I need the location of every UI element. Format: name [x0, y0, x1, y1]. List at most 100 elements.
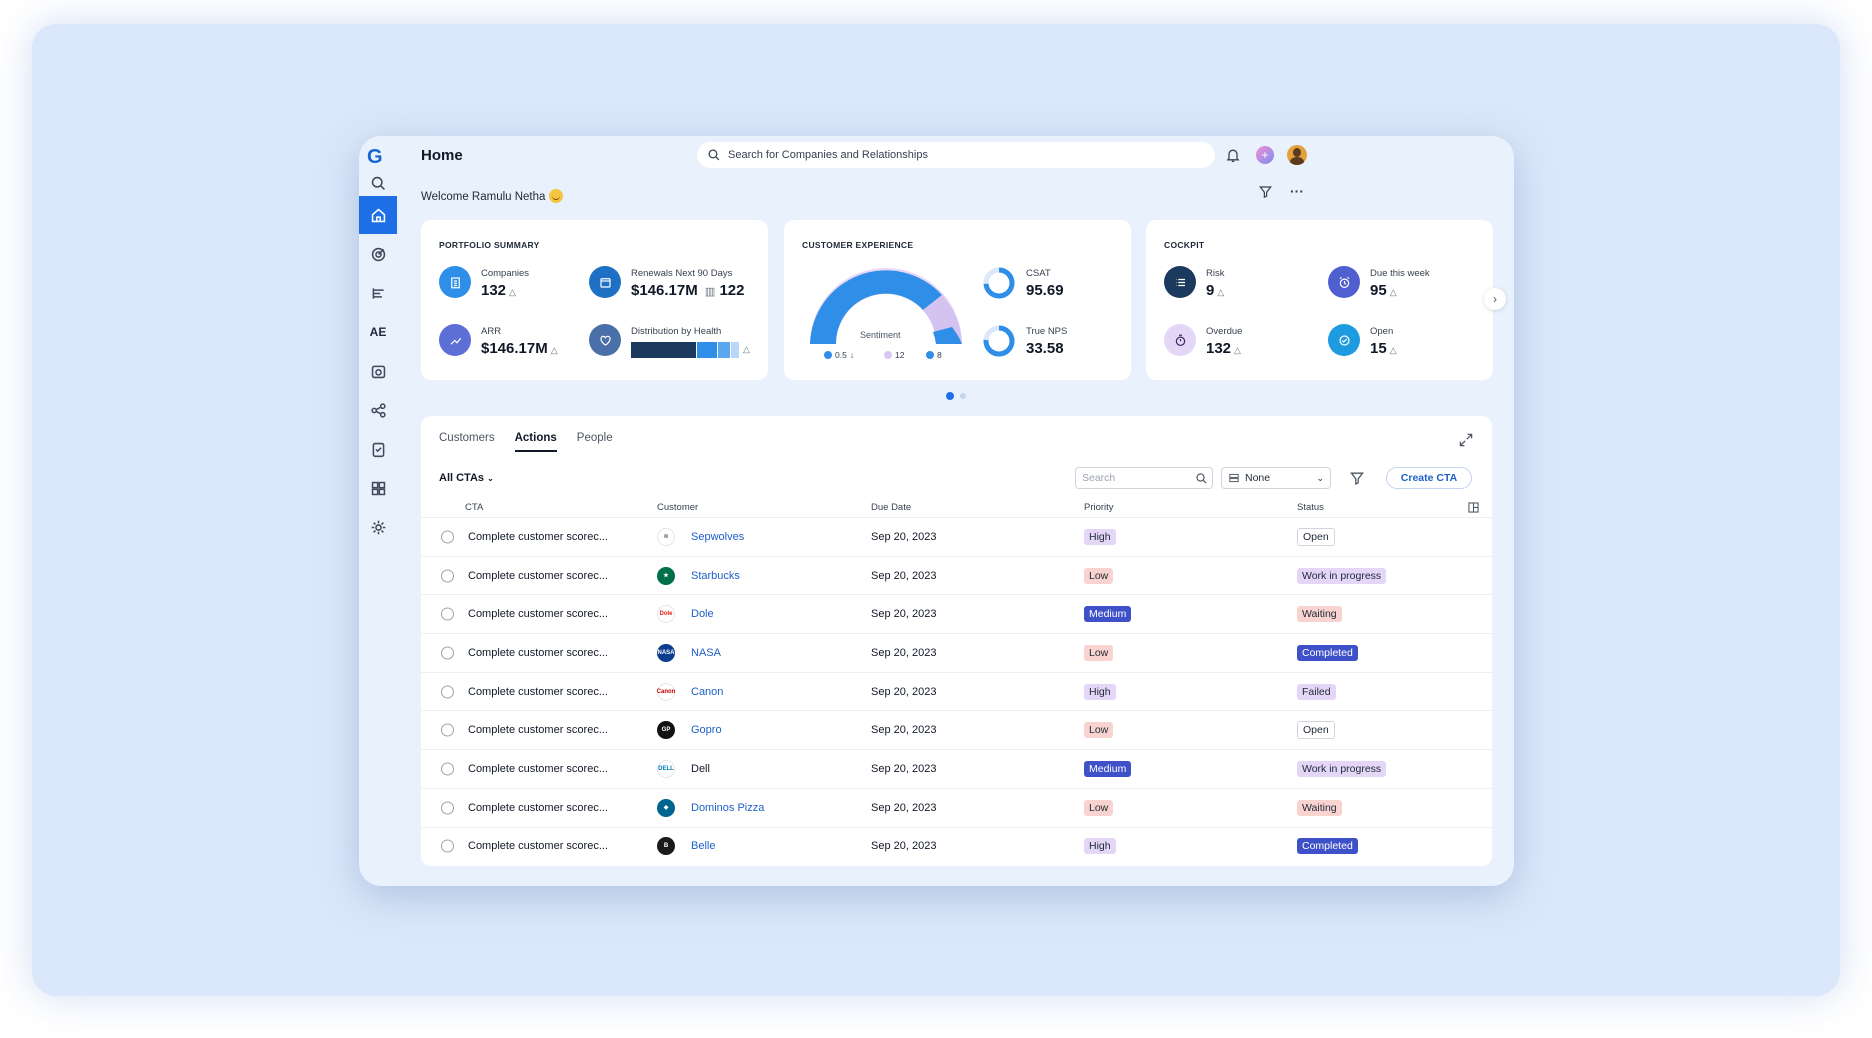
legend-item: 8	[926, 350, 942, 360]
clipboard-check-icon[interactable]	[359, 430, 397, 468]
legend-item: 12	[884, 350, 904, 360]
carousel-dot-active[interactable]	[946, 392, 954, 400]
settings-icon[interactable]	[359, 508, 397, 546]
metric-label: Distribution by Health	[631, 326, 722, 337]
table-row[interactable]: Complete customer scorec... ≋ Sepwolves Sep…	[421, 517, 1492, 556]
dashboard-icon[interactable]	[359, 469, 397, 507]
timeline-icon[interactable]	[359, 274, 397, 312]
table-search-input[interactable]: Search	[1075, 467, 1213, 489]
table-row[interactable]: Complete customer scorec... ◆ Dominos Pizz…	[421, 787, 1492, 827]
metric-label: Risk	[1206, 268, 1225, 279]
table-search-placeholder: Search	[1082, 472, 1116, 484]
cta-name[interactable]: Complete customer scorec...	[468, 762, 608, 775]
status-badge: Open	[1297, 527, 1335, 546]
risk-metric[interactable]: Risk 9 △	[1164, 266, 1224, 299]
warning-icon: △	[1389, 287, 1397, 297]
customer-link[interactable]: Gopro	[691, 724, 722, 737]
avatar[interactable]	[1287, 145, 1307, 165]
column-header-cta[interactable]: CTA	[465, 502, 484, 513]
columns-config-icon[interactable]	[1467, 501, 1480, 514]
cta-name[interactable]: Complete customer scorec...	[468, 685, 608, 698]
chevron-right-icon[interactable]: ›	[1484, 288, 1506, 310]
row-select-radio[interactable]	[441, 607, 454, 621]
cta-filter-dropdown[interactable]: All CTAs ⌄	[439, 472, 494, 484]
cta-name[interactable]: Complete customer scorec...	[468, 724, 608, 737]
customer-link[interactable]: Belle	[691, 840, 716, 853]
column-header-priority[interactable]: Priority	[1084, 502, 1114, 513]
nps-metric[interactable]: True NPS 33.58	[982, 324, 1067, 358]
row-select-radio[interactable]	[441, 530, 454, 544]
list-icon	[1164, 266, 1196, 298]
expand-icon[interactable]	[1458, 432, 1474, 448]
customer-link[interactable]: Dominos Pizza	[691, 801, 765, 814]
cta-name[interactable]: Complete customer scorec...	[468, 530, 608, 543]
card-title: PORTFOLIO SUMMARY	[439, 240, 540, 250]
carousel-dot[interactable]	[960, 393, 966, 399]
companies-metric[interactable]: Companies 132 △	[439, 266, 529, 299]
health-segment	[730, 342, 739, 358]
filter-icon[interactable]	[1349, 470, 1365, 486]
customer-link[interactable]: Canon	[691, 685, 724, 698]
table-row[interactable]: Complete customer scorec... Dole Dole Sep 2…	[421, 594, 1492, 633]
table-row[interactable]: Complete customer scorec... DELL Dell Sep 2…	[421, 749, 1492, 788]
group-select-value: None	[1245, 472, 1271, 484]
ae-label[interactable]: AE	[369, 325, 387, 339]
row-select-radio[interactable]	[441, 762, 454, 776]
search-icon[interactable]	[359, 164, 397, 202]
cta-name[interactable]: Complete customer scorec...	[468, 646, 608, 659]
csat-metric[interactable]: CSAT 95.69	[982, 266, 1064, 300]
row-select-radio[interactable]	[441, 839, 454, 853]
table-row[interactable]: Complete customer scorec... ★ Starbucks Sep…	[421, 555, 1492, 595]
column-header-due-date[interactable]: Due Date	[871, 502, 912, 513]
table-row[interactable]: Complete customer scorec... GP Gopro Sep 20…	[421, 710, 1492, 749]
more-options-icon[interactable]: ···	[1290, 183, 1304, 199]
customer-link[interactable]: Sepwolves	[691, 530, 745, 543]
cta-name[interactable]: Complete customer scorec...	[468, 801, 608, 814]
priority-badge: High	[1084, 683, 1116, 700]
row-select-radio[interactable]	[441, 723, 454, 737]
table-row[interactable]: Complete customer scorec... B Belle Sep 20,…	[421, 826, 1492, 866]
customer-link[interactable]: Starbucks	[691, 569, 740, 582]
health-distribution-metric[interactable]: Distribution by Health △	[589, 324, 750, 358]
status-badge: Waiting	[1297, 799, 1342, 816]
priority-badge: Low	[1084, 722, 1114, 739]
bell-icon[interactable]	[1223, 145, 1243, 165]
global-search-input[interactable]: Search for Companies and Relationships	[697, 142, 1215, 168]
row-select-radio[interactable]	[441, 646, 454, 660]
row-select-radio[interactable]	[441, 801, 454, 815]
relationships-icon[interactable]	[359, 391, 397, 429]
target-icon[interactable]	[359, 235, 397, 273]
arr-metric[interactable]: ARR $146.17M △	[439, 324, 558, 357]
calendar-icon[interactable]	[359, 352, 397, 390]
filter-icon[interactable]	[1255, 181, 1275, 201]
metric-label: Overdue	[1206, 326, 1243, 337]
metric-label: Due this week	[1370, 268, 1430, 279]
create-cta-button[interactable]: Create CTA	[1386, 467, 1472, 489]
ai-assistant-icon[interactable]: +	[1255, 145, 1275, 165]
customer-link[interactable]: Dole	[691, 608, 714, 621]
metric-value: 95.69	[1026, 282, 1064, 299]
tab-actions[interactable]: Actions	[514, 432, 557, 452]
cta-name[interactable]: Complete customer scorec...	[468, 840, 608, 853]
tab-customers[interactable]: Customers	[439, 432, 495, 444]
table-row[interactable]: Complete customer scorec... NASA NASA Sep 2…	[421, 633, 1492, 672]
status-badge: Work in progress	[1297, 567, 1387, 584]
table-row[interactable]: Complete customer scorec... Canon Canon Sep…	[421, 671, 1492, 711]
due-this-week-metric[interactable]: Due this week 95 △	[1328, 266, 1430, 299]
row-select-radio[interactable]	[441, 569, 454, 583]
chevron-down-icon: ⌄	[1316, 472, 1324, 483]
cta-name[interactable]: Complete customer scorec...	[468, 569, 608, 582]
customer-link[interactable]: Dell	[691, 762, 710, 775]
cockpit-card: COCKPIT Risk 9 △ Due this week 95 △	[1146, 220, 1493, 380]
column-header-customer[interactable]: Customer	[657, 502, 699, 513]
tab-people[interactable]: People	[576, 432, 613, 444]
open-metric[interactable]: Open 15 △	[1328, 324, 1397, 357]
customer-link[interactable]: NASA	[691, 646, 721, 659]
overdue-metric[interactable]: Overdue 132 △	[1164, 324, 1242, 357]
row-select-radio[interactable]	[441, 685, 454, 699]
cta-name[interactable]: Complete customer scorec...	[468, 608, 608, 621]
renewals-metric[interactable]: Renewals Next 90 Days $146.17M ▥ 122	[589, 266, 745, 299]
home-icon[interactable]	[359, 196, 397, 234]
group-by-select[interactable]: None ⌄	[1221, 467, 1331, 489]
column-header-status[interactable]: Status	[1297, 502, 1324, 513]
